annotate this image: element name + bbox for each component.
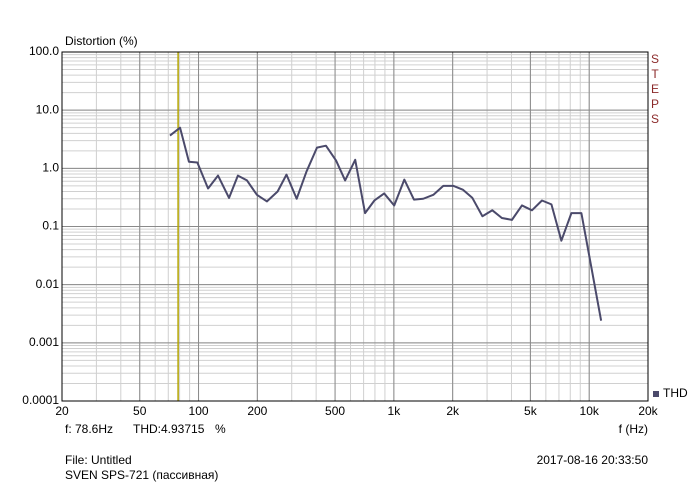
marks — [169, 52, 603, 401]
y-tick-label: 10.0 — [36, 102, 60, 116]
chart-title: Distortion (%) — [65, 34, 138, 48]
series-line — [169, 126, 603, 321]
file-label: File: Untitled — [65, 453, 132, 467]
x-tick-label: 50 — [133, 404, 147, 418]
readout-f: f: 78.6Hz — [65, 422, 113, 436]
y-tick-label: 100.0 — [29, 44, 59, 58]
x-tick-label: 500 — [325, 404, 345, 418]
plot-border — [61, 51, 649, 402]
y-tick-label: 0.1 — [42, 219, 59, 233]
x-tick-label: 20k — [638, 404, 658, 418]
timestamp: 2017-08-16 20:33:50 — [537, 453, 649, 467]
y-tick-label: 1.0 — [42, 161, 59, 175]
x-tick-label: 10k — [580, 404, 600, 418]
readout-unit: % — [215, 422, 226, 436]
legend-marker — [653, 391, 659, 397]
x-tick-label: 5k — [524, 404, 538, 418]
x-tick-label: 20 — [55, 404, 69, 418]
side-label: STEPS — [648, 52, 662, 127]
readout-value: THD:4.93715 — [133, 422, 205, 436]
x-tick-label: 1k — [388, 404, 402, 418]
device-label: SVEN SPS-721 (пассивная) — [65, 468, 218, 482]
y-tick-label: 0.0001 — [22, 393, 59, 407]
x-tick-label: 200 — [247, 404, 267, 418]
grid: 20 50 100 200 500 1k 2k 5k 10k 20k 100.0 10.0 1.0 0.1… — [22, 44, 658, 418]
x-tick-label: 100 — [189, 404, 209, 418]
x-tick-label: 2k — [446, 404, 460, 418]
x-axis-label: f (Hz) — [619, 422, 648, 436]
legend-label: THD — [663, 386, 688, 400]
y-tick-label: 0.01 — [36, 277, 60, 291]
y-tick-label: 0.001 — [29, 335, 59, 349]
